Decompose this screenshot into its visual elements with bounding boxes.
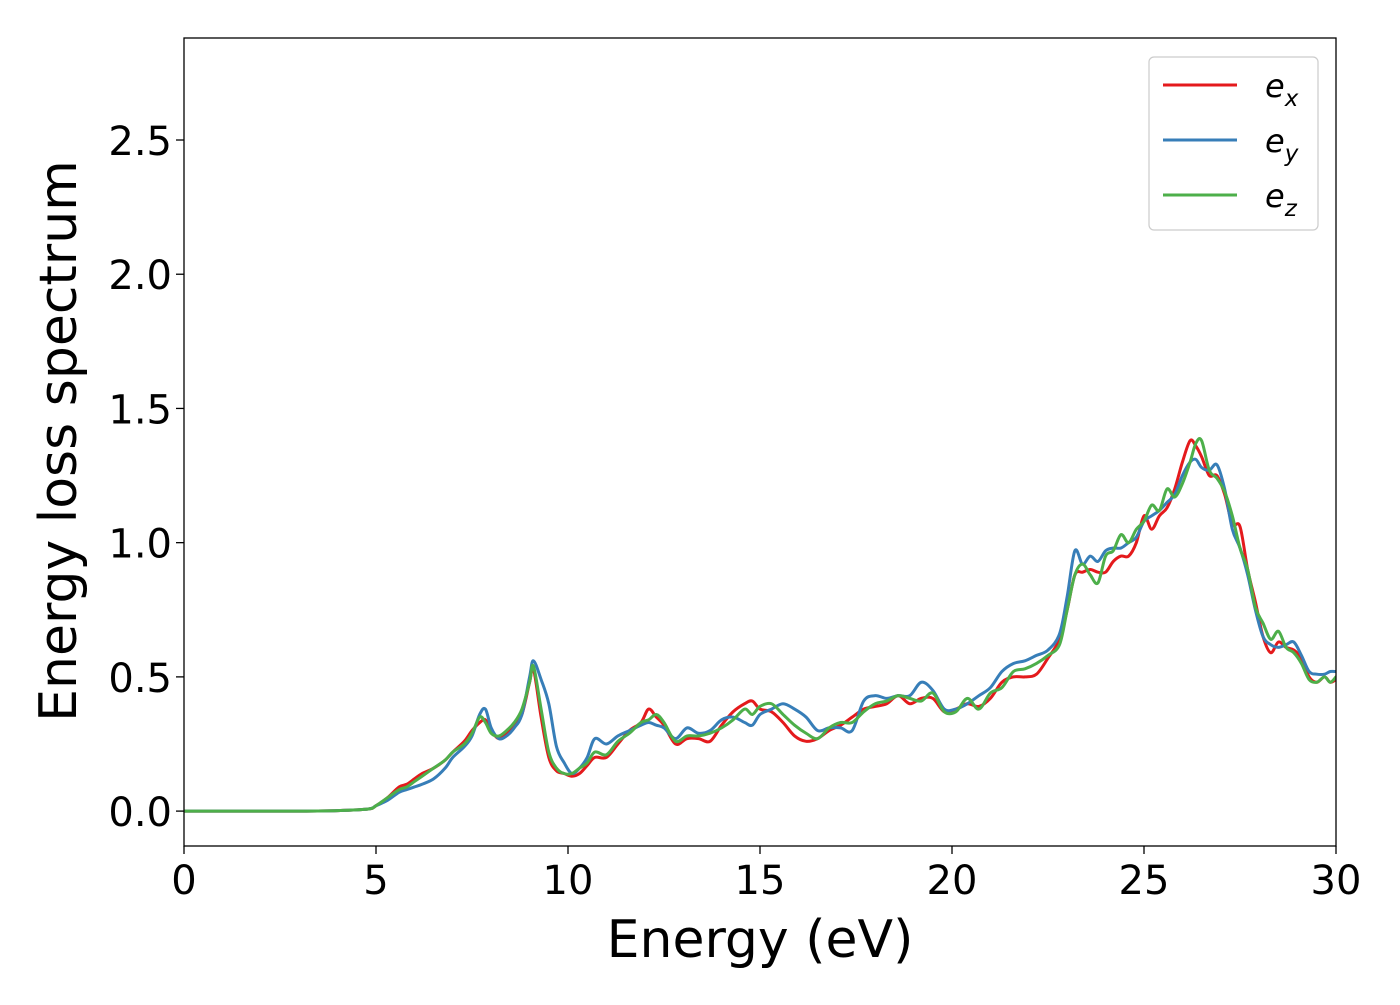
legend-label-z: ez — [1265, 177, 1298, 222]
x-axis-title: Energy (eV) — [607, 910, 914, 970]
x-tick-label: 15 — [735, 858, 786, 904]
legend: ex ey ez — [1148, 56, 1319, 231]
legend-label-x: ex — [1265, 67, 1299, 112]
legend-box — [1148, 56, 1319, 231]
y-tick-label: 2.0 — [108, 253, 172, 299]
y-tick-label: 0.0 — [108, 790, 172, 836]
x-tick-label: 20 — [927, 858, 978, 904]
x-tick-label: 0 — [171, 858, 196, 904]
y-tick-label: 1.5 — [108, 387, 172, 433]
series-line-z — [184, 437, 1336, 813]
y-tick-label: 2.5 — [108, 119, 172, 165]
y-tick-label: 0.5 — [108, 656, 172, 702]
series-line-y — [184, 457, 1336, 813]
axes: 0 5 10 15 20 25 30 0.0 0.5 1.0 1.5 2.0 2.5 — [108, 37, 1362, 904]
x-tick-label: 10 — [543, 858, 594, 904]
plot-area — [184, 437, 1336, 813]
x-tick-label: 30 — [1311, 858, 1362, 904]
y-axis-title: Energy loss spectrum — [29, 160, 89, 722]
x-tick-label: 5 — [363, 858, 388, 904]
y-tick-label: 1.0 — [108, 522, 172, 568]
legend-label-y: ey — [1265, 122, 1299, 167]
x-tick-label: 25 — [1119, 858, 1170, 904]
